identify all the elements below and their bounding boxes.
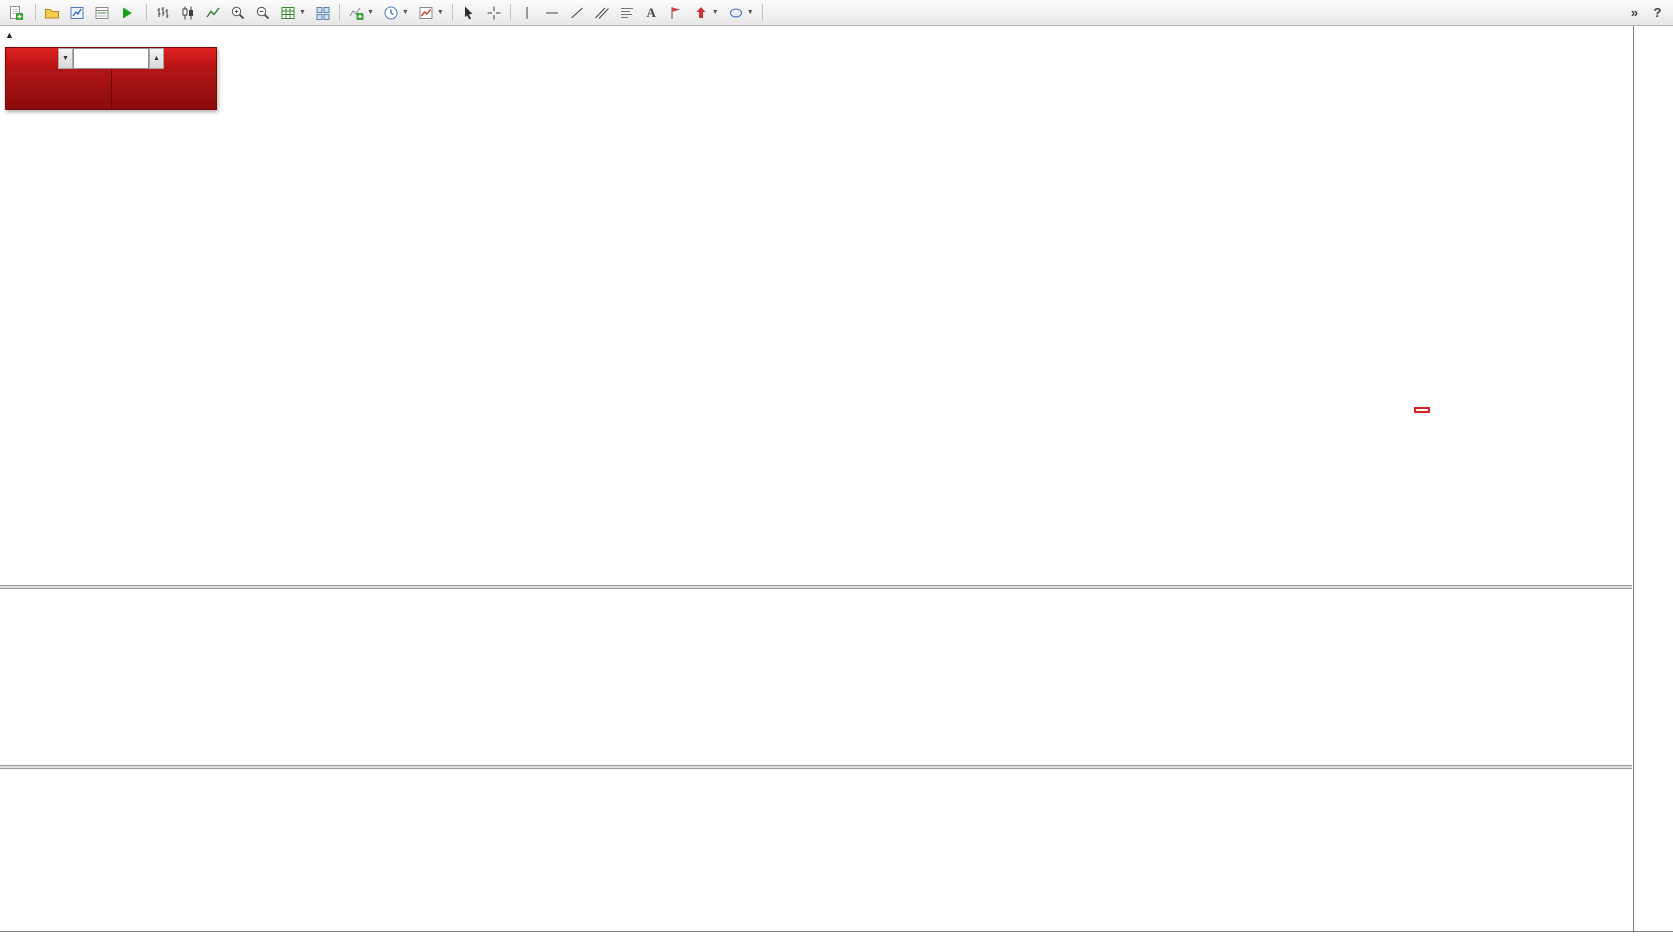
fibonacci-icon (619, 5, 635, 21)
chevron-down-icon: ▼ (366, 9, 374, 16)
chevron-down-icon: ▼ (711, 9, 719, 16)
chevron-down-icon: ▼ (436, 9, 444, 16)
help-button[interactable]: ? (1646, 2, 1669, 23)
trade-panel-controls: ▼ ▲ (6, 48, 216, 69)
toolbar-overflow-button[interactable]: » (1623, 2, 1646, 23)
rsi-label (4, 771, 10, 783)
one-click-trading-panel: ▼ ▲ (5, 47, 217, 110)
templates-button[interactable]: ▼ (414, 2, 448, 23)
ellipse-icon (728, 5, 744, 21)
market-watch-button[interactable] (65, 2, 89, 23)
new-chart-button[interactable]: ▼ (276, 2, 310, 23)
macd-panel[interactable] (0, 589, 1632, 765)
toolbar-right: » ? (1623, 2, 1669, 23)
toolbar-separator (338, 4, 340, 21)
buy-button[interactable] (164, 48, 216, 69)
line-chart-button[interactable] (201, 2, 225, 23)
trade-panel-divider (110, 69, 112, 109)
horizontal-line-icon (544, 5, 560, 21)
crosshair-icon (486, 5, 502, 21)
line-chart-icon (205, 5, 221, 21)
profiles-button[interactable] (40, 2, 64, 23)
new-order-button[interactable] (4, 2, 31, 23)
time-axis[interactable] (0, 931, 1673, 952)
macd-chart[interactable] (0, 589, 1632, 765)
zoom-in-icon (230, 5, 246, 21)
data-window-button[interactable] (90, 2, 114, 23)
zoom-out-icon (255, 5, 271, 21)
macd-label (4, 591, 16, 603)
toolbar-separator (35, 4, 36, 21)
clock-icon (383, 5, 399, 21)
fibonacci-button[interactable] (615, 2, 639, 23)
candlestick-chart-button[interactable] (176, 2, 200, 23)
price-callout-label (1414, 407, 1430, 413)
toolbar-separator (451, 4, 453, 21)
text-icon: A (646, 5, 656, 20)
tile-windows-button[interactable] (311, 2, 335, 23)
candlestick-icon (180, 5, 196, 21)
toolbar-separator (509, 4, 511, 21)
channel-icon (594, 5, 610, 21)
text-label-button[interactable] (664, 2, 688, 23)
volume-input[interactable] (73, 48, 149, 69)
indicator-plus-icon (348, 5, 364, 21)
one-click-collapse-icon[interactable]: ▲ (5, 30, 14, 40)
grid-icon (280, 5, 296, 21)
chevron-double-right-icon: » (1630, 5, 1639, 20)
panel-splitter[interactable] (0, 765, 1632, 769)
vertical-line-icon (519, 5, 535, 21)
cursor-button[interactable] (457, 2, 481, 23)
volume-decrease-button[interactable]: ▼ (58, 48, 73, 69)
indicators-button[interactable]: ▼ (344, 2, 378, 23)
new-order-icon (8, 5, 24, 21)
zoom-out-button[interactable] (251, 2, 275, 23)
text-button[interactable]: A (640, 2, 663, 23)
toolbar: ▼ ▼ ▼ ▼ (0, 0, 1673, 26)
flag-icon (668, 5, 684, 21)
toolbar-separator (761, 4, 763, 21)
arrows-button[interactable]: ▼ (689, 2, 723, 23)
trade-panel-prices (6, 69, 216, 109)
chevron-down-icon: ▼ (299, 9, 306, 16)
buy-price[interactable] (112, 69, 217, 109)
sell-button[interactable] (6, 48, 58, 69)
toolbar-separator (146, 4, 147, 21)
template-chart-icon (418, 5, 434, 21)
channel-button[interactable] (590, 2, 614, 23)
price-axis[interactable] (1633, 26, 1673, 931)
trendline-button[interactable] (565, 2, 589, 23)
cursor-icon (461, 5, 477, 21)
folder-icon (44, 5, 60, 21)
shapes-button[interactable]: ▼ (724, 2, 758, 23)
help-icon: ? (1653, 5, 1662, 20)
chevron-down-icon: ▼ (401, 9, 409, 16)
auto-trading-button[interactable] (115, 2, 142, 23)
market-watch-icon (69, 5, 85, 21)
panel-splitter[interactable] (0, 585, 1632, 589)
bar-chart-button[interactable] (151, 2, 175, 23)
price-chart-panel[interactable]: ▲ ▼ ▲ (0, 26, 1632, 585)
rsi-chart[interactable] (0, 769, 1632, 931)
volume-increase-button[interactable]: ▲ (149, 48, 164, 69)
arrow-up-icon (693, 5, 709, 21)
rsi-panel[interactable] (0, 769, 1632, 931)
sell-price[interactable] (6, 69, 111, 109)
trendline-icon (569, 5, 585, 21)
price-chart[interactable] (0, 26, 1632, 585)
chevron-down-icon: ▼ (746, 9, 754, 16)
horizontal-line-button[interactable] (540, 2, 564, 23)
data-window-icon (94, 5, 110, 21)
play-icon (119, 5, 135, 21)
periods-button[interactable]: ▼ (379, 2, 413, 23)
bar-chart-icon (155, 5, 171, 21)
chart-info-line: ▲ (5, 30, 21, 40)
tile-windows-icon (315, 5, 331, 21)
crosshair-button[interactable] (482, 2, 506, 23)
zoom-in-button[interactable] (226, 2, 250, 23)
vertical-line-button[interactable] (515, 2, 539, 23)
